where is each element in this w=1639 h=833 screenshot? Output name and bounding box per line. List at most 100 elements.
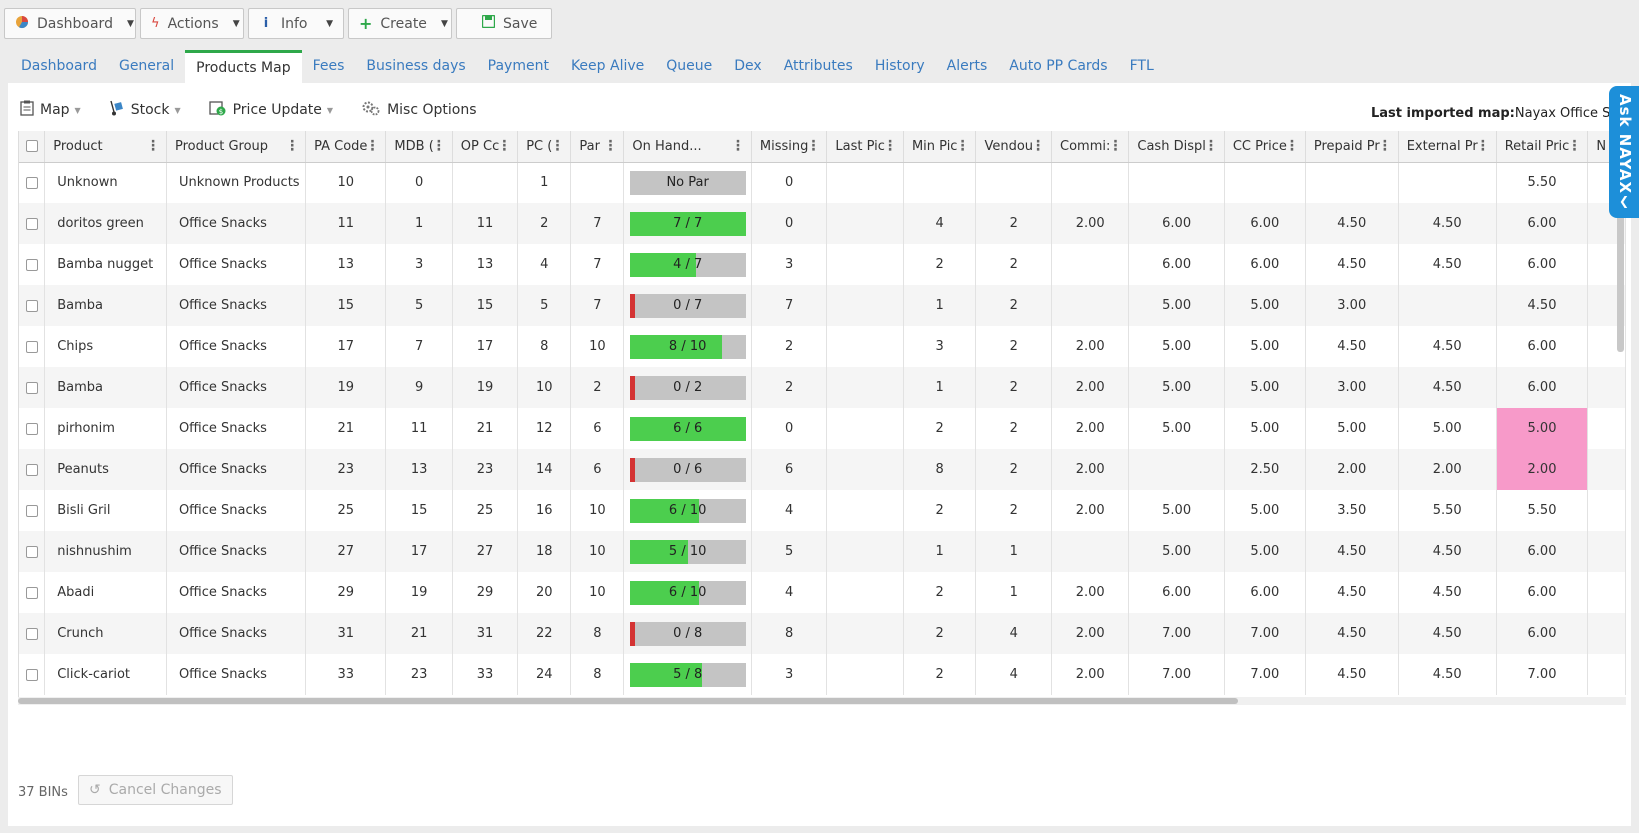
cell-lastpic[interactable] — [826, 490, 904, 531]
column-menu-icon[interactable]: ⋮ — [1567, 138, 1582, 154]
horizontal-scrollbar[interactable] — [18, 697, 1626, 705]
cell-mdb[interactable]: 17 — [385, 531, 453, 572]
column-menu-icon[interactable]: ⋮ — [1203, 138, 1218, 154]
cell-retail[interactable]: 6.00 — [1496, 244, 1589, 285]
cell-op[interactable] — [452, 162, 519, 203]
cell-prepaid[interactable]: 3.50 — [1305, 490, 1399, 531]
cell-minpic[interactable]: 2 — [903, 654, 977, 695]
cell-onhand[interactable]: 0 / 2 — [623, 367, 752, 408]
cell-pc[interactable]: 20 — [517, 572, 572, 613]
column-menu-icon[interactable]: ⋮ — [285, 138, 300, 154]
tab-business-days[interactable]: Business days — [366, 58, 466, 74]
cell-cc[interactable]: 5.00 — [1224, 285, 1306, 326]
tab-general[interactable]: General — [118, 58, 175, 74]
cell-cash[interactable]: 5.00 — [1128, 531, 1225, 572]
column-header[interactable]: Par ⋮ — [570, 131, 625, 163]
cell-lastpic[interactable] — [826, 367, 904, 408]
cell-onhand[interactable]: 6 / 10 — [623, 490, 752, 531]
cell-lastpic[interactable] — [826, 203, 904, 244]
cell-lastpic[interactable] — [826, 408, 904, 449]
cell-minpic[interactable]: 2 — [903, 613, 977, 654]
table-row[interactable]: nishnushim Office Snacks 27 17 27 18 10 5 / 10 5… — [19, 531, 1626, 572]
cell-cash[interactable]: 7.00 — [1128, 654, 1225, 695]
cell-pc[interactable]: 5 — [517, 285, 572, 326]
cell-par[interactable]: 2 — [570, 367, 625, 408]
cell-cc[interactable]: 5.00 — [1224, 490, 1306, 531]
cell-cash[interactable]: 5.00 — [1128, 285, 1225, 326]
cell-retail[interactable]: 6.00 — [1496, 203, 1589, 244]
column-menu-icon[interactable]: ⋮ — [145, 138, 160, 154]
cell-minpic[interactable]: 2 — [903, 244, 977, 285]
column-header[interactable]: Cash Displ ⋮ — [1128, 131, 1225, 163]
cell-vendou[interactable]: 2 — [975, 244, 1053, 285]
column-menu-icon[interactable]: ⋮ — [1284, 138, 1299, 154]
cell-retail[interactable]: 6.00 — [1496, 326, 1589, 367]
tab-products-map[interactable]: Products Map — [185, 50, 302, 83]
cell-par[interactable] — [570, 162, 625, 203]
cell-lastpic[interactable] — [826, 449, 904, 490]
cell-minpic[interactable]: 1 — [903, 367, 977, 408]
cell-external[interactable] — [1398, 285, 1497, 326]
cell-op[interactable]: 17 — [452, 326, 519, 367]
cell-commi[interactable]: 2.00 — [1051, 654, 1130, 695]
row-checkbox[interactable] — [25, 422, 38, 435]
cell-missing[interactable]: 2 — [751, 367, 828, 408]
cell-retail[interactable]: 6.00 — [1496, 613, 1589, 654]
cell-prepaid[interactable]: 2.00 — [1305, 449, 1399, 490]
tab-fees[interactable]: Fees — [312, 58, 345, 74]
column-header[interactable]: OP Cc ⋮ — [452, 131, 519, 163]
row-checkbox[interactable] — [25, 504, 38, 517]
tab-queue[interactable]: Queue — [666, 58, 713, 74]
row-checkbox[interactable] — [25, 668, 38, 681]
table-row[interactable]: Bisli Gril Office Snacks 25 15 25 16 10 6 / 10 4… — [19, 490, 1626, 531]
cell-group[interactable]: Office Snacks — [166, 367, 307, 408]
cell-minpic[interactable]: 2 — [903, 490, 977, 531]
cell-group[interactable]: Office Snacks — [166, 531, 307, 572]
cell-cc[interactable]: 5.00 — [1224, 367, 1306, 408]
cell-onhand[interactable]: 4 / 7 — [623, 244, 752, 285]
cell-vendou[interactable]: 2 — [975, 326, 1053, 367]
cell-missing[interactable]: 0 — [751, 408, 828, 449]
cell-mdb[interactable]: 21 — [385, 613, 453, 654]
cell-group[interactable]: Office Snacks — [166, 203, 307, 244]
cell-op[interactable]: 11 — [452, 203, 519, 244]
row-checkbox[interactable] — [25, 463, 38, 476]
column-menu-icon[interactable]: ⋮ — [882, 138, 897, 154]
actions-dropdown-button[interactable]: ϟ Actions ▼ — [140, 8, 244, 39]
cell-prepaid[interactable]: 4.50 — [1305, 572, 1399, 613]
row-checkbox[interactable] — [25, 545, 38, 558]
cell-pc[interactable]: 22 — [517, 613, 572, 654]
cell-pc[interactable]: 4 — [517, 244, 572, 285]
cell-external[interactable]: 4.50 — [1398, 326, 1497, 367]
cell-cc[interactable]: 5.00 — [1224, 531, 1306, 572]
cell-pa[interactable]: 10 — [305, 162, 387, 203]
cell-group[interactable]: Office Snacks — [166, 408, 307, 449]
cell-missing[interactable]: 0 — [751, 162, 828, 203]
cell-minpic[interactable]: 8 — [903, 449, 977, 490]
cell-cc[interactable]: 6.00 — [1224, 572, 1306, 613]
cell-cash[interactable]: 6.00 — [1128, 244, 1225, 285]
cell-vendou[interactable]: 2 — [975, 490, 1053, 531]
column-menu-icon[interactable]: ⋮ — [1031, 138, 1046, 154]
column-menu-icon[interactable]: ⋮ — [1108, 138, 1123, 154]
dashboard-dropdown-button[interactable]: Dashboard ▼ — [4, 8, 136, 39]
cell-op[interactable]: 31 — [452, 613, 519, 654]
price-update-dropdown[interactable]: $ Price Update ▼ — [208, 100, 333, 120]
cell-onhand[interactable]: 0 / 7 — [623, 285, 752, 326]
cell-group[interactable]: Office Snacks — [166, 326, 307, 367]
cell-cc[interactable]: 7.00 — [1224, 613, 1306, 654]
column-menu-icon[interactable]: ⋮ — [365, 138, 380, 154]
column-header[interactable]: Prepaid Pr ⋮ — [1305, 131, 1399, 163]
cell-vendou[interactable]: 2 — [975, 408, 1053, 449]
cell-lastpic[interactable] — [826, 654, 904, 695]
row-checkbox[interactable] — [25, 627, 38, 640]
cell-retail[interactable]: 5.00 — [1496, 408, 1589, 449]
column-header[interactable]: PC (⋮ — [517, 131, 572, 163]
column-menu-icon[interactable]: ⋮ — [603, 138, 618, 154]
row-checkbox[interactable] — [25, 258, 38, 271]
column-menu-icon[interactable]: ⋮ — [1377, 138, 1392, 154]
cell-product[interactable]: Bamba nugget — [44, 244, 167, 285]
cell-minpic[interactable]: 3 — [903, 326, 977, 367]
cell-external[interactable]: 5.00 — [1398, 408, 1497, 449]
